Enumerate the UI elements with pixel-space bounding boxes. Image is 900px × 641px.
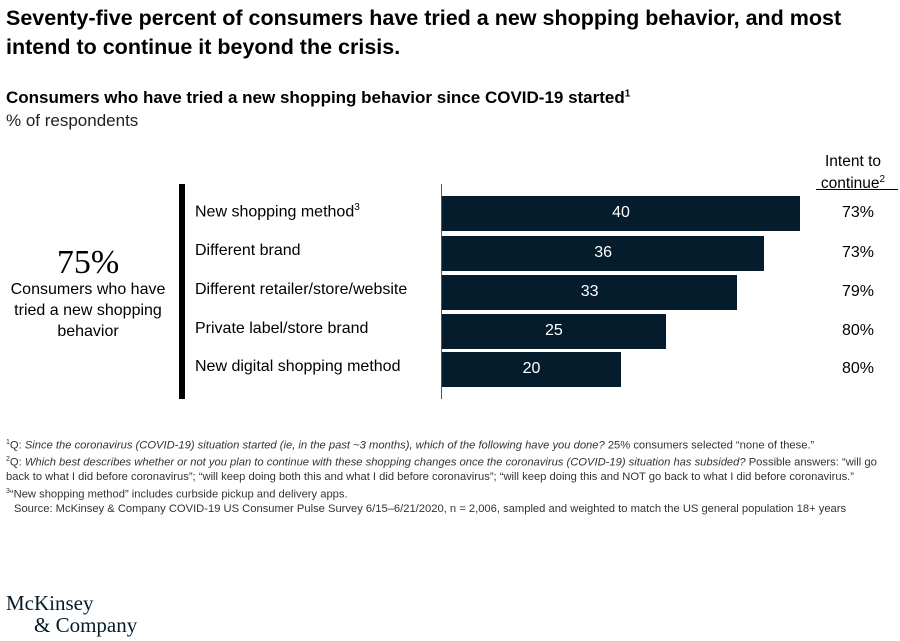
category-text: Different brand: [195, 242, 301, 259]
bar: [442, 352, 621, 387]
page-title: Seventy-five percent of consumers have t…: [6, 6, 842, 59]
bar: [442, 236, 765, 271]
data-label: 40: [612, 204, 630, 221]
data-label: 20: [522, 360, 541, 377]
category-label: Private label/store brand: [195, 320, 368, 338]
footnote-mark: 1: [624, 88, 631, 100]
intent-header-rule: [816, 189, 898, 190]
intent-value: 73%: [841, 244, 875, 261]
footnote-mark: 3: [6, 487, 10, 495]
footnote-question: Since the coronavirus (COVID-19) situati…: [24, 439, 605, 452]
chart-title-text: Consumers who have tried a new shopping …: [6, 88, 625, 107]
footnote-2: 2Q: Which best describes whether or not …: [6, 453, 896, 485]
callout-label: Consumers who have tried a new shopping …: [10, 281, 166, 340]
intent-value: 79%: [841, 283, 875, 300]
category-label: New digital shopping method: [195, 358, 400, 376]
data-label: 36: [594, 244, 612, 261]
callout-value: 75%: [56, 244, 120, 281]
footnote-mark: 2: [879, 174, 886, 185]
logo-line-1: McKinsey: [6, 591, 94, 615]
footnote-question: Which best describes whether or not you …: [24, 456, 746, 469]
source-note: Source: McKinsey & Company COVID-19 US C…: [14, 503, 847, 516]
footnote-3: 3“New shopping method” includes curbside…: [6, 485, 896, 502]
data-label: 33: [580, 283, 599, 300]
mckinsey-logo: McKinsey & Company: [6, 592, 137, 636]
category-text: Private label/store brand: [195, 320, 369, 337]
bar: [442, 196, 800, 231]
bar: [442, 275, 738, 310]
footnote-text: 25% consumers selected “none of these.”: [604, 439, 815, 452]
footnote-text: “New shopping method” includes curbside …: [9, 488, 348, 501]
intent-value: 80%: [841, 322, 875, 339]
footnote-mark: 1: [6, 439, 10, 446]
footnote-prefix: Q:: [9, 439, 25, 452]
category-text: Different retailer/store/website: [195, 281, 408, 298]
footnote-mark: 2: [6, 456, 10, 464]
bar-axis: [441, 184, 442, 399]
data-label: 25: [544, 322, 563, 339]
unit-label: % of respondents: [6, 111, 139, 130]
category-text: New digital shopping method: [195, 358, 401, 375]
intent-header-text: Intent to continue: [820, 153, 881, 193]
footnote-mark: 3: [354, 202, 360, 213]
category-label: New shopping method3: [195, 202, 360, 221]
category-label: Different brand: [195, 242, 301, 260]
footnote-text: Possible answers: “will go back to what …: [6, 456, 877, 484]
footnotes: 1Q: Since the coronavirus (COVID-19) sit…: [6, 436, 896, 517]
intent-header: Intent to continue2: [808, 153, 898, 193]
category-text: New shopping method: [195, 203, 355, 221]
intent-value: 80%: [841, 360, 875, 377]
footnote-prefix: Q:: [9, 456, 25, 469]
footnote-1: 1Q: Since the coronavirus (COVID-19) sit…: [6, 436, 896, 453]
callout-divider: [179, 184, 185, 399]
logo-line-2: & Company: [34, 613, 138, 637]
intent-value: 73%: [841, 204, 875, 221]
chart-title: Consumers who have tried a new shopping …: [6, 88, 630, 108]
category-label: Different retailer/store/website: [195, 281, 407, 299]
bar: [442, 314, 666, 349]
